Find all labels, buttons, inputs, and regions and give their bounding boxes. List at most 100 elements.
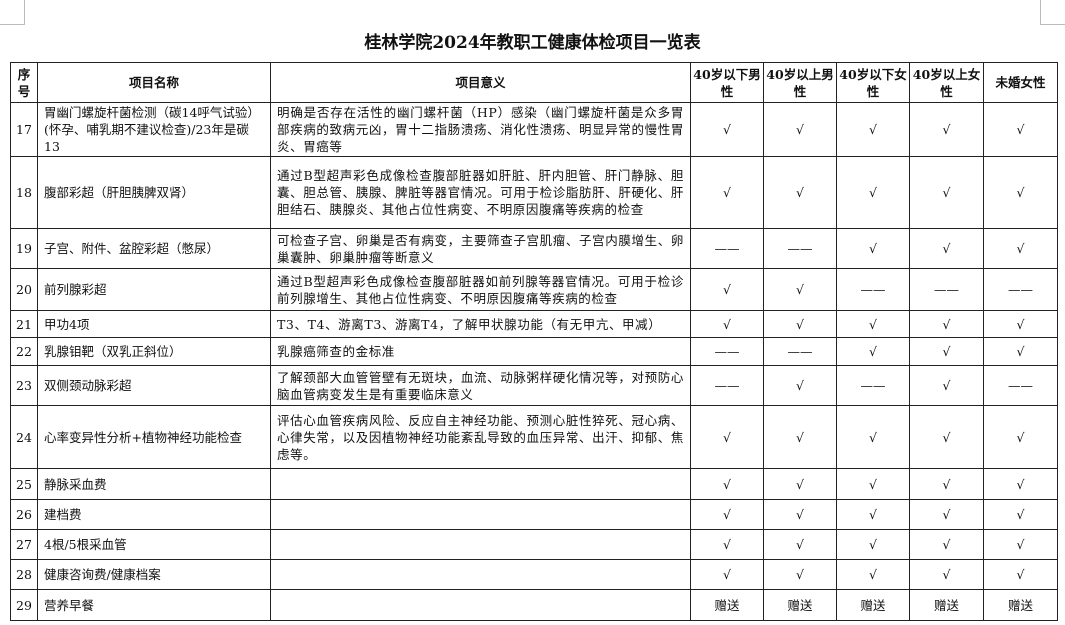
applicability-mark: √ [763, 529, 837, 560]
item-name: 前列腺彩超 [37, 268, 271, 311]
applicability-mark: √ [909, 337, 984, 366]
item-name: 健康咨询费/健康档案 [37, 559, 271, 590]
item-meaning [270, 529, 691, 560]
row-number: 29 [10, 589, 38, 621]
applicability-mark: √ [690, 310, 764, 338]
row-number: 18 [10, 156, 38, 229]
applicability-mark: √ [836, 102, 910, 157]
header-item-name: 项目名称 [37, 62, 271, 103]
item-name: 静脉采血费 [37, 468, 271, 500]
applicability-mark: —— [836, 365, 910, 406]
applicability-mark: 赠送 [983, 589, 1058, 621]
applicability-mark: —— [763, 337, 837, 366]
header-unmarried-female: 未婚女性 [983, 62, 1058, 103]
applicability-mark: √ [836, 310, 910, 338]
applicability-mark: —— [983, 365, 1058, 406]
applicability-mark: √ [763, 365, 837, 406]
table-row: 22 乳腺钼靶（双乳正斜位） 乳腺癌筛查的金标准 —— —— √ √ √ [10, 337, 1058, 366]
item-meaning: T3、T4、游离T3、游离T4，了解甲状腺功能（有无甲亢、甲减） [270, 310, 691, 338]
table-row: 17 胃幽门螺旋杆菌检测（碳14呼气试验）(怀孕、哺乳期不建议检查)/23年是碳1… [10, 102, 1058, 157]
table-row: 27 4根/5根采血管 √ √ √ √ √ [10, 529, 1058, 560]
row-number: 23 [10, 365, 38, 406]
applicability-mark: √ [836, 337, 910, 366]
applicability-mark: √ [983, 499, 1058, 530]
checkup-items-table: 序号 项目名称 项目意义 40岁以下男性 40岁以上男性 40岁以下女性 40岁… [10, 62, 1058, 621]
table-row: 26 建档费 √ √ √ √ √ [10, 499, 1058, 530]
header-item-meaning: 项目意义 [270, 62, 691, 103]
applicability-mark: 赠送 [836, 589, 910, 621]
item-name: 甲功4项 [37, 310, 271, 338]
item-meaning: 明确是否存在活性的幽门螺杆菌（HP）感染（幽门螺旋杆菌是众多胃部疾病的致病元凶，… [270, 102, 691, 157]
item-meaning: 评估心血管疾病风险、反应自主神经功能、预测心脏性猝死、冠心病、心律失常，以及因植… [270, 405, 691, 469]
row-number: 21 [10, 310, 38, 338]
applicability-mark: √ [909, 559, 984, 590]
item-meaning [270, 468, 691, 500]
applicability-mark: √ [690, 529, 764, 560]
row-number: 20 [10, 268, 38, 311]
applicability-mark: √ [763, 468, 837, 500]
applicability-mark: √ [836, 405, 910, 469]
applicability-mark: √ [763, 310, 837, 338]
applicability-mark: √ [909, 228, 984, 269]
item-meaning [270, 499, 691, 530]
page-corner-mark [0, 0, 25, 25]
applicability-mark: √ [983, 337, 1058, 366]
applicability-mark: —— [836, 268, 910, 311]
applicability-mark: √ [983, 156, 1058, 229]
item-name: 子宫、附件、盆腔彩超（憋尿） [37, 228, 271, 269]
applicability-mark: √ [983, 405, 1058, 469]
applicability-mark: √ [763, 156, 837, 229]
applicability-mark: √ [836, 228, 910, 269]
header-no: 序号 [10, 62, 38, 103]
item-meaning: 可检查子宫、卵巢是否有病变，主要筛查子宫肌瘤、子宫内膜增生、卵巢囊肿、卵巢肿瘤等… [270, 228, 691, 269]
applicability-mark: 赠送 [909, 589, 984, 621]
table-row: 28 健康咨询费/健康档案 √ √ √ √ √ [10, 559, 1058, 590]
row-number: 19 [10, 228, 38, 269]
applicability-mark: √ [983, 468, 1058, 500]
applicability-mark: √ [983, 559, 1058, 590]
applicability-mark: —— [690, 365, 764, 406]
applicability-mark: —— [690, 337, 764, 366]
applicability-mark: √ [763, 405, 837, 469]
applicability-mark: √ [690, 499, 764, 530]
table-row: 25 静脉采血费 √ √ √ √ √ [10, 468, 1058, 500]
table-header-row: 序号 项目名称 项目意义 40岁以下男性 40岁以上男性 40岁以下女性 40岁… [10, 62, 1058, 103]
table-row: 20 前列腺彩超 通过B型超声彩色成像检查腹部脏器如前列腺等器官情况。可用于检诊前列… [10, 268, 1058, 311]
row-number: 26 [10, 499, 38, 530]
applicability-mark: √ [836, 156, 910, 229]
applicability-mark: √ [763, 559, 837, 590]
document-title: 桂林学院2024年教职工健康体检项目一览表 [364, 33, 701, 53]
applicability-mark: 赠送 [763, 589, 837, 621]
item-name: 营养早餐 [37, 589, 271, 621]
item-meaning: 通过B型超声彩色成像检查腹部脏器如前列腺等器官情况。可用于检诊前列腺增生、其他占… [270, 268, 691, 311]
row-number: 17 [10, 102, 38, 157]
applicability-mark: √ [983, 228, 1058, 269]
applicability-mark: —— [909, 268, 984, 311]
applicability-mark: √ [836, 499, 910, 530]
table-row: 18 腹部彩超（肝胆胰脾双肾） 通过B型超声彩色成像检查腹部脏器如肝脏、肝内胆管、肝… [10, 156, 1058, 229]
item-meaning [270, 559, 691, 590]
applicability-mark: √ [983, 102, 1058, 157]
table-row: 24 心率变异性分析+植物神经功能检查 评估心血管疾病风险、反应自主神经功能、预测心… [10, 405, 1058, 469]
header-female-over-40: 40岁以上女性 [909, 62, 984, 103]
item-name: 乳腺钼靶（双乳正斜位） [37, 337, 271, 366]
applicability-mark: √ [690, 559, 764, 590]
item-name: 4根/5根采血管 [37, 529, 271, 560]
table-row: 19 子宫、附件、盆腔彩超（憋尿） 可检查子宫、卵巢是否有病变，主要筛查子宫肌瘤、子… [10, 228, 1058, 269]
applicability-mark: √ [690, 156, 764, 229]
table-row: 21 甲功4项 T3、T4、游离T3、游离T4，了解甲状腺功能（有无甲亢、甲减） √ √… [10, 310, 1058, 338]
applicability-mark: √ [690, 268, 764, 311]
item-name: 双侧颈动脉彩超 [37, 365, 271, 406]
row-number: 25 [10, 468, 38, 500]
applicability-mark: √ [836, 468, 910, 500]
applicability-mark: √ [909, 102, 984, 157]
row-number: 27 [10, 529, 38, 560]
item-name: 心率变异性分析+植物神经功能检查 [37, 405, 271, 469]
applicability-mark: √ [909, 529, 984, 560]
applicability-mark: √ [909, 156, 984, 229]
applicability-mark: —— [690, 228, 764, 269]
table-row: 29 营养早餐 赠送 赠送 赠送 赠送 赠送 [10, 589, 1058, 621]
page-corner-mark [1040, 0, 1065, 25]
item-name: 胃幽门螺旋杆菌检测（碳14呼气试验）(怀孕、哺乳期不建议检查)/23年是碳13 [37, 102, 271, 157]
applicability-mark: √ [909, 468, 984, 500]
